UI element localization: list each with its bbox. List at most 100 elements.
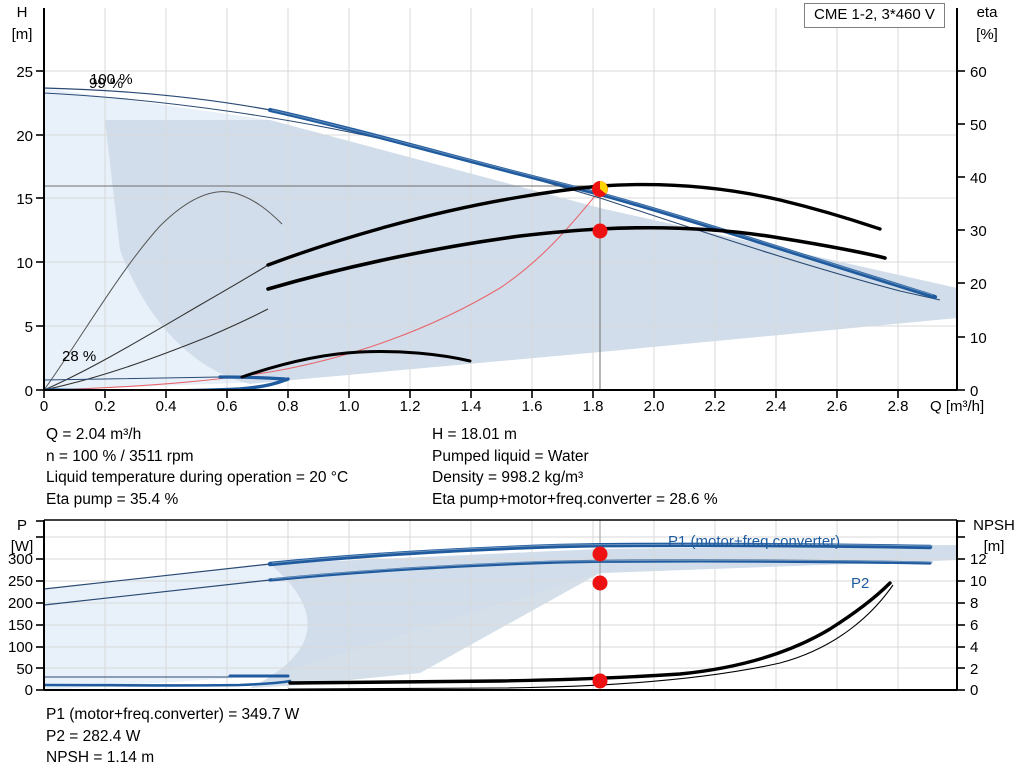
readout-top-left: Q = 2.04 m³/h n = 100 % / 3511 rpm Liqui… [46,424,348,510]
bottom-chart-panel: 0 50 100 150 200 250 300 0 2 4 6 8 10 [0,513,1024,703]
svg-text:0: 0 [970,682,978,699]
svg-text:12: 12 [970,551,987,568]
svg-text:2.2: 2.2 [705,398,726,415]
svg-text:0: 0 [40,398,48,415]
svg-text:40: 40 [970,170,987,187]
p2-curve-hi [271,559,934,580]
svg-text:1.4: 1.4 [461,398,482,415]
y-right-tick-labels-top: 0 10 20 30 40 50 60 [970,64,987,400]
svg-text:1.2: 1.2 [400,398,421,415]
y-left-axis-title-top: H [17,4,28,21]
readout-eta-total: Eta pump+motor+freq.converter = 28.6 % [432,490,718,508]
eta-pump-curve-thin [44,264,269,390]
duty-point-eta[interactable] [592,223,608,239]
model-designation-box: CME 1-2, 3*460 V [804,3,945,28]
y-right-tick-labels-bottom: 0 2 4 6 8 10 12 [970,551,987,699]
duty-point-head[interactable] [592,181,608,197]
y-right-axis-title-bottom: NPSH [973,517,1015,534]
svg-text:20: 20 [970,276,987,293]
svg-text:20: 20 [16,128,33,145]
svg-text:200: 200 [8,595,33,612]
grid-top [44,8,957,390]
svg-text:2.0: 2.0 [644,398,665,415]
duty-guides-top [44,185,601,390]
p1-curve-hi [271,543,934,564]
p2-curve-thin [44,579,271,606]
svg-text:0.6: 0.6 [217,398,238,415]
svg-text:30: 30 [970,223,987,240]
y-left-axis-title-bottom: P [17,517,27,534]
svg-text:2.6: 2.6 [827,398,848,415]
readout-eta-pump: Eta pump = 35.4 % [46,490,179,508]
y-right-axis-title-top: eta [977,4,999,21]
svg-text:6: 6 [970,617,978,634]
head-curve-100-hi [271,109,934,296]
svg-text:2.4: 2.4 [766,398,787,415]
speed-label-100: 100 % [90,71,133,88]
eta-reduced-arc [44,191,283,390]
readout-speed: n = 100 % / 3511 rpm [46,447,194,465]
x-ticks-top [43,390,899,398]
grid-bottom [44,520,957,690]
head-curve-100-thin [44,87,271,111]
duty-point-npsh[interactable] [592,673,608,689]
readout-top-right: H = 18.01 m Pumped liquid = Water Densit… [432,424,718,510]
readout-bottom: P1 (motor+freq.converter) = 349.7 W P2 =… [46,704,299,769]
duty-point-p2[interactable] [592,575,608,591]
readout-h: H = 18.01 m [432,426,517,443]
npsh-curve-thin [287,584,894,690]
svg-text:300: 300 [8,551,33,568]
readout-npsh: NPSH = 1.14 m [46,749,155,766]
y-left-axis-unit-bottom: [W] [11,538,34,555]
svg-text:0: 0 [25,682,33,699]
p2-curve-label: P2 [851,575,869,592]
y-left-axis-unit-top: [m] [12,26,33,43]
y-right-axis-unit-bottom: [m] [984,538,1005,555]
svg-text:1.8: 1.8 [583,398,604,415]
svg-text:10: 10 [970,573,987,590]
head-curve-28-thin [44,376,221,381]
eta-28-curve-real [240,349,472,379]
p2-curve [268,559,932,582]
readout-density: Density = 998.2 kg/m³ [432,469,584,486]
y-right-ticks-bottom [957,520,965,691]
svg-text:10: 10 [970,330,987,347]
p-28-curve-lower [44,679,292,687]
eta-total-curve-thin [44,308,269,390]
p1-curve [267,542,933,567]
y-left-ticks-top [36,70,44,391]
readout-p2: P2 = 282.4 W [46,727,141,745]
svg-text:8: 8 [970,595,978,612]
y-left-ticks-bottom [36,520,44,691]
head-efficiency-chart: 0 5 10 15 20 25 0 10 20 30 40 50 60 [12,4,999,415]
svg-text:1.0: 1.0 [339,398,360,415]
duty-point-p1[interactable] [592,546,608,562]
svg-text:50: 50 [16,661,33,678]
npsh-curve [288,581,892,685]
system-curve [44,189,601,390]
readout-q: Q = 2.04 m³/h [46,426,142,443]
svg-text:0.8: 0.8 [278,398,299,415]
y-left-tick-labels-top: 0 5 10 15 20 25 [16,64,33,400]
x-tick-labels-top: 0 0.2 0.4 0.6 0.8 1.0 1.2 1.4 1.6 1.8 2.… [40,398,909,415]
y-left-tick-labels-bottom: 0 50 100 150 200 250 300 [8,551,33,699]
svg-text:15: 15 [16,191,33,208]
svg-text:4: 4 [970,639,978,656]
svg-text:10: 10 [16,255,33,272]
y-right-axis-unit-top: [%] [976,26,998,43]
speed-label-28: 28 % [62,348,96,365]
svg-text:25: 25 [16,64,33,81]
head-curve-28-lower [44,377,290,390]
curves-bottom [44,542,934,690]
y-right-ticks-top [957,70,965,391]
p1-curve-thin [44,563,271,590]
svg-text:5: 5 [25,319,33,336]
readout-p1: P1 (motor+freq.converter) = 349.7 W [46,706,300,723]
svg-text:2.8: 2.8 [888,398,909,415]
svg-text:150: 150 [8,617,33,634]
speed-label-99: 99 % [89,75,123,92]
model-designation-label: CME 1-2, 3*460 V [814,6,935,23]
svg-text:2: 2 [970,661,978,678]
svg-text:1.6: 1.6 [522,398,543,415]
head-curve-28 [218,375,287,381]
